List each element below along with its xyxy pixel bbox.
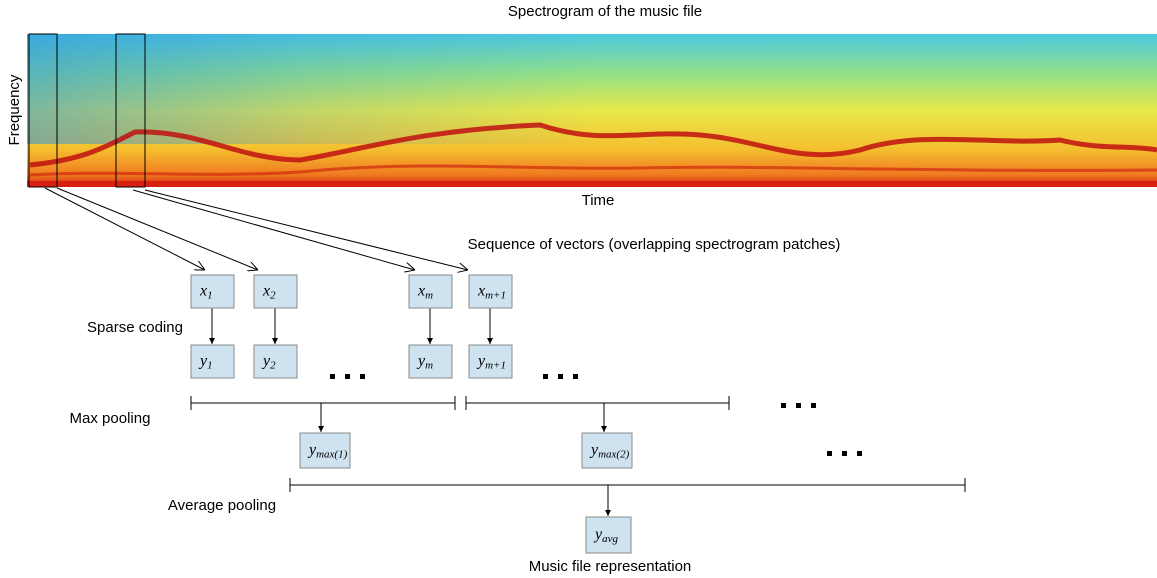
- node: x2: [253, 274, 298, 309]
- flow-arrows: [190, 308, 966, 516]
- node-base: y: [198, 352, 208, 369]
- x-label: Time: [582, 192, 615, 209]
- node-base: x: [262, 282, 270, 299]
- node: xm+1: [468, 274, 513, 309]
- ellipsis: [330, 374, 862, 456]
- node-label: x2: [262, 282, 276, 301]
- node-box: [468, 274, 513, 309]
- node-sub: m+1: [485, 359, 506, 371]
- node-base: x: [417, 282, 425, 299]
- node-box: [408, 344, 453, 379]
- node-box: [468, 344, 513, 379]
- node-label: y2: [261, 352, 276, 371]
- node: y1: [190, 344, 235, 379]
- node: ym+1: [468, 344, 513, 379]
- node-box: [299, 432, 351, 469]
- node-box: [585, 516, 632, 554]
- node-sub: m: [425, 289, 433, 301]
- stage-label: Music file representation: [529, 558, 692, 575]
- node-box: [581, 432, 633, 469]
- node-label: ym: [416, 352, 433, 371]
- node-label: xm: [417, 282, 433, 301]
- node-base: y: [261, 352, 271, 369]
- node-label: yavg: [593, 526, 618, 545]
- node-base: x: [199, 282, 207, 299]
- node-sub: avg: [602, 533, 618, 545]
- node: ymax(2): [581, 432, 633, 469]
- node-sub: 2: [270, 289, 276, 301]
- node-box: [253, 344, 298, 379]
- node-box: [190, 344, 235, 379]
- node-base: y: [593, 526, 603, 543]
- node-label: y1: [198, 352, 213, 371]
- node-base: y: [307, 441, 317, 458]
- node: yavg: [585, 516, 632, 554]
- node: ymax(1): [299, 432, 351, 469]
- node-base: x: [477, 282, 485, 299]
- node: xm: [408, 274, 453, 309]
- spectrogram: [27, 33, 1157, 188]
- node-label: ym+1: [476, 352, 506, 371]
- node-sub: max(2): [598, 448, 629, 460]
- node-label: x1: [199, 282, 213, 301]
- stage-label: Average pooling: [168, 497, 276, 514]
- node-box: [408, 274, 453, 309]
- stage-label: Sparse coding: [87, 319, 183, 336]
- node: y2: [253, 344, 298, 379]
- node: x1: [190, 274, 235, 309]
- node-base: y: [589, 441, 599, 458]
- node-sub: 2: [270, 359, 276, 371]
- node-label: ymax(1): [307, 441, 348, 460]
- node-sub: 1: [207, 359, 213, 371]
- node-base: y: [476, 352, 486, 369]
- node: ym: [408, 344, 453, 379]
- title: Spectrogram of the music file: [508, 3, 702, 20]
- node-base: y: [416, 352, 426, 369]
- y-label: Frequency: [6, 74, 23, 145]
- node-label: xm+1: [477, 282, 506, 301]
- node-label: ymax(2): [589, 441, 630, 460]
- node-box: [190, 274, 235, 309]
- node-sub: m+1: [485, 289, 506, 301]
- node-sub: max(1): [316, 448, 347, 460]
- patch-arrows: [44, 187, 468, 270]
- node-sub: 1: [207, 289, 213, 301]
- sequence-label: Sequence of vectors (overlapping spectro…: [468, 236, 841, 253]
- stage-label: Max pooling: [70, 410, 151, 427]
- node-sub: m: [425, 359, 433, 371]
- node-box: [253, 274, 298, 309]
